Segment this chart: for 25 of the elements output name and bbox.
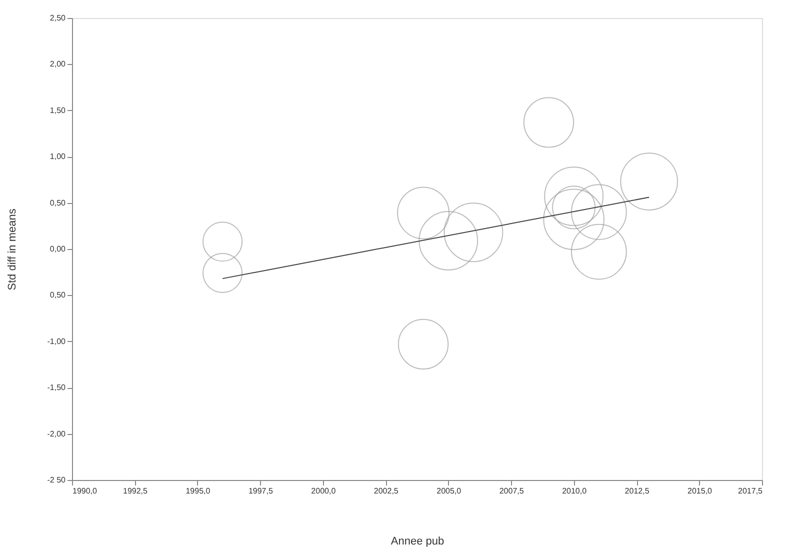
y-tick-label: 0,50 [50, 198, 66, 208]
x-tick-label: 2000,0 [311, 486, 336, 496]
x-tick-label: 1995,0 [186, 486, 211, 496]
y-tick-label: 1,50 [50, 106, 66, 115]
x-tick-label: 2017,5 [738, 486, 764, 496]
y-tick-label: -1,00 [47, 336, 66, 346]
x-axis-title: Annee pub [390, 536, 444, 548]
x-tick-label: 1990,0 [72, 486, 98, 496]
x-tick-label: 1992,5 [122, 486, 148, 496]
x-tick-label: 2012,5 [624, 486, 650, 496]
x-tick-label: 2015,0 [688, 486, 713, 496]
y-tick-label: 0,50 [50, 290, 66, 300]
y-tick-label: 0,00 [50, 244, 66, 254]
x-tick-label: 1997,5 [248, 486, 274, 496]
y-tick-label: 1,00 [50, 152, 66, 162]
y-tick-label: -2,00 [47, 429, 66, 438]
x-tick-label: 2002,5 [374, 486, 399, 496]
y-tick-label: 2,50 [50, 14, 66, 22]
x-tick-label: 2007,5 [499, 486, 524, 496]
x-tick-label: 2010,0 [562, 486, 588, 496]
y-tick-label: -2 50 [47, 476, 66, 484]
y-tick-label: 2,00 [50, 60, 66, 69]
y-tick-label: -1,50 [47, 383, 66, 392]
y-axis-title: Std diff in means [6, 208, 18, 290]
x-tick-label: 2005,0 [436, 486, 462, 496]
